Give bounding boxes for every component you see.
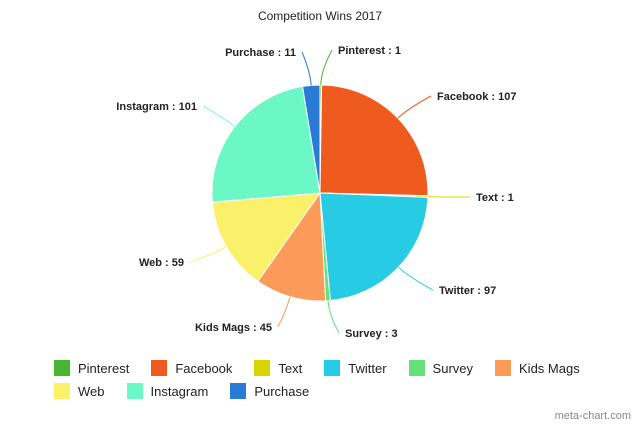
legend-label-kids-mags: Kids Mags	[519, 360, 580, 376]
legend-item-survey[interactable]: Survey	[408, 360, 474, 376]
chart-title: Competition Wins 2017	[257, 9, 383, 23]
legend-label-facebook: Facebook	[175, 360, 233, 376]
legend-swatch-twitter	[324, 360, 341, 376]
pie-chart: Pinterest : 1 Facebook : 107 Text : 1 Twitt…	[116, 45, 516, 340]
slice-label-survey: Survey : 3	[345, 328, 398, 340]
legend-label-purchase: Purchase	[254, 383, 310, 399]
pie-slice-instagram[interactable]	[211, 85, 321, 203]
leader-line-twitter	[398, 266, 434, 291]
legend-item-pinterest[interactable]: Pinterest	[54, 360, 129, 376]
legend-item-web[interactable]: Web	[54, 383, 105, 399]
legend-swatch-text	[254, 360, 271, 376]
leader-line-facebook	[397, 95, 432, 119]
legend-swatch-kids-mags	[495, 360, 512, 376]
leader-line-survey	[327, 300, 340, 334]
pie-slice-twitter[interactable]	[319, 192, 429, 302]
leader-line-instagram	[202, 105, 236, 127]
legend-label-twitter: Twitter	[348, 360, 387, 376]
legend-label-survey: Survey	[432, 360, 474, 376]
pie-slice-web[interactable]	[211, 192, 322, 282]
slice-label-facebook: Facebook : 107	[437, 91, 516, 103]
slice-label-pinterest: Pinterest : 1	[338, 45, 401, 57]
legend-label-web: Web	[78, 383, 105, 399]
legend-item-text[interactable]: Text	[254, 360, 302, 376]
slice-label-instagram: Instagram : 101	[116, 101, 197, 113]
slice-label-purchase: Purchase : 11	[225, 47, 296, 59]
legend-item-facebook[interactable]: Facebook	[151, 360, 232, 376]
leader-line-kids-mags	[277, 296, 291, 328]
legend-label-instagram: Instagram	[150, 383, 209, 399]
legend-item-twitter[interactable]: Twitter	[324, 360, 387, 376]
watermark: meta-chart.com	[554, 410, 631, 422]
pie-slice-facebook[interactable]	[319, 84, 429, 197]
leader-line-pinterest	[320, 49, 333, 86]
leader-line-purchase	[301, 51, 312, 86]
legend-swatch-facebook	[151, 360, 168, 376]
legend-swatch-purchase	[230, 383, 247, 399]
slice-label-web: Web : 59	[139, 257, 184, 269]
legend-item-instagram[interactable]: Instagram	[126, 383, 209, 399]
legend-label-pinterest: Pinterest	[78, 360, 130, 376]
legend-item-purchase[interactable]: Purchase	[230, 383, 309, 399]
legend-swatch-pinterest	[54, 360, 70, 376]
legend-swatch-web	[54, 383, 70, 399]
pie-slice-kids-mags[interactable]	[257, 191, 327, 302]
legend-item-kids-mags[interactable]: Kids Mags	[495, 360, 580, 376]
chart-legend: Pinterest Facebook Text Twitter Survey Kids M…	[54, 360, 614, 399]
legend-label-text: Text	[278, 360, 303, 376]
leader-line-web	[189, 246, 227, 263]
slice-label-kids-mags: Kids Mags : 45	[195, 322, 272, 334]
slice-label-twitter: Twitter : 97	[439, 285, 496, 297]
legend-swatch-instagram	[126, 383, 143, 399]
slice-label-text: Text : 1	[476, 192, 514, 204]
legend-swatch-survey	[408, 360, 425, 376]
